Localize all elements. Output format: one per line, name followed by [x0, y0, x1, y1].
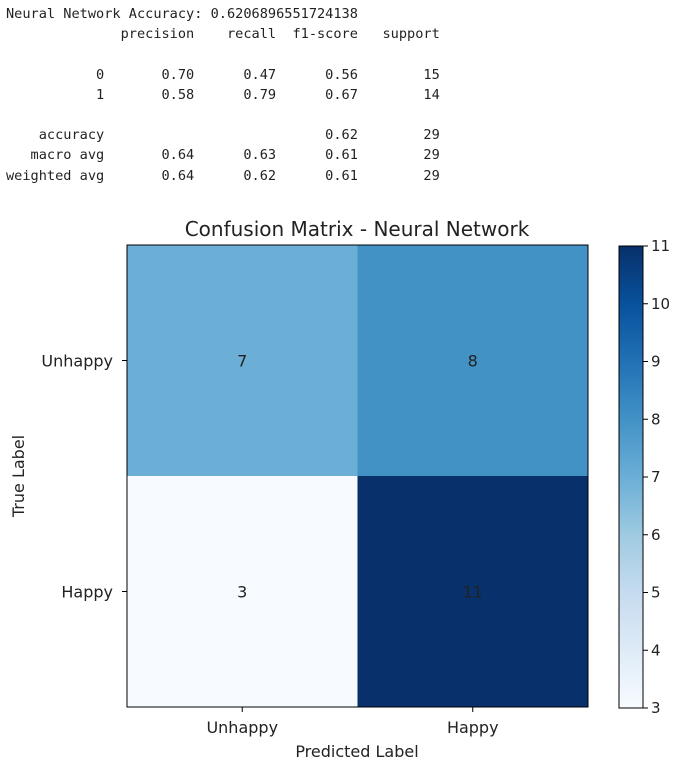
y-axis-ticks: Unhappy Happy	[41, 352, 127, 602]
colorbar-tick-label: 8	[651, 410, 661, 428]
matrix-cell-1-1	[357, 476, 589, 708]
x-axis-ticks: Unhappy Happy	[206, 707, 499, 737]
chart-title: Confusion Matrix - Neural Network	[185, 217, 530, 241]
cell-value-label: 3	[237, 583, 247, 602]
colorbar-tick-label: 10	[651, 295, 670, 313]
x-tick-label: Unhappy	[206, 718, 278, 737]
colorbar-tick-label: 6	[651, 526, 661, 544]
colorbar	[618, 245, 644, 709]
y-axis-label: True Label	[9, 435, 28, 518]
colorbar-tick-label: 7	[651, 468, 661, 486]
cell-value-label: 8	[468, 352, 478, 371]
y-tick-label: Unhappy	[41, 352, 113, 371]
classification-report: Neural Network Accuracy: 0.6206896551724…	[6, 6, 440, 184]
y-tick-label: Happy	[61, 583, 113, 602]
colorbar-tick-label: 3	[651, 699, 661, 717]
colorbar-tick-label: 5	[651, 584, 661, 602]
colorbar-tick-label: 9	[651, 353, 661, 371]
cell-value-label: 7	[237, 352, 247, 371]
matrix-cell-0-1	[357, 245, 589, 477]
plot-frame	[126, 244, 589, 708]
x-axis-label: Predicted Label	[295, 742, 418, 761]
colorbar-tick-label: 11	[651, 237, 670, 255]
x-tick-label: Happy	[447, 718, 499, 737]
matrix-cell-0-0	[127, 245, 358, 477]
matrix-cells	[127, 245, 589, 708]
colorbar-tick-label: 4	[651, 641, 661, 659]
matrix-cell-1-0	[127, 476, 358, 708]
matrix-cell-labels: 7 8 3 11	[237, 352, 483, 602]
colorbar-ticks: 3 4 5 6 7 8 9 10 11	[643, 237, 670, 717]
cell-value-label: 11	[463, 583, 483, 602]
